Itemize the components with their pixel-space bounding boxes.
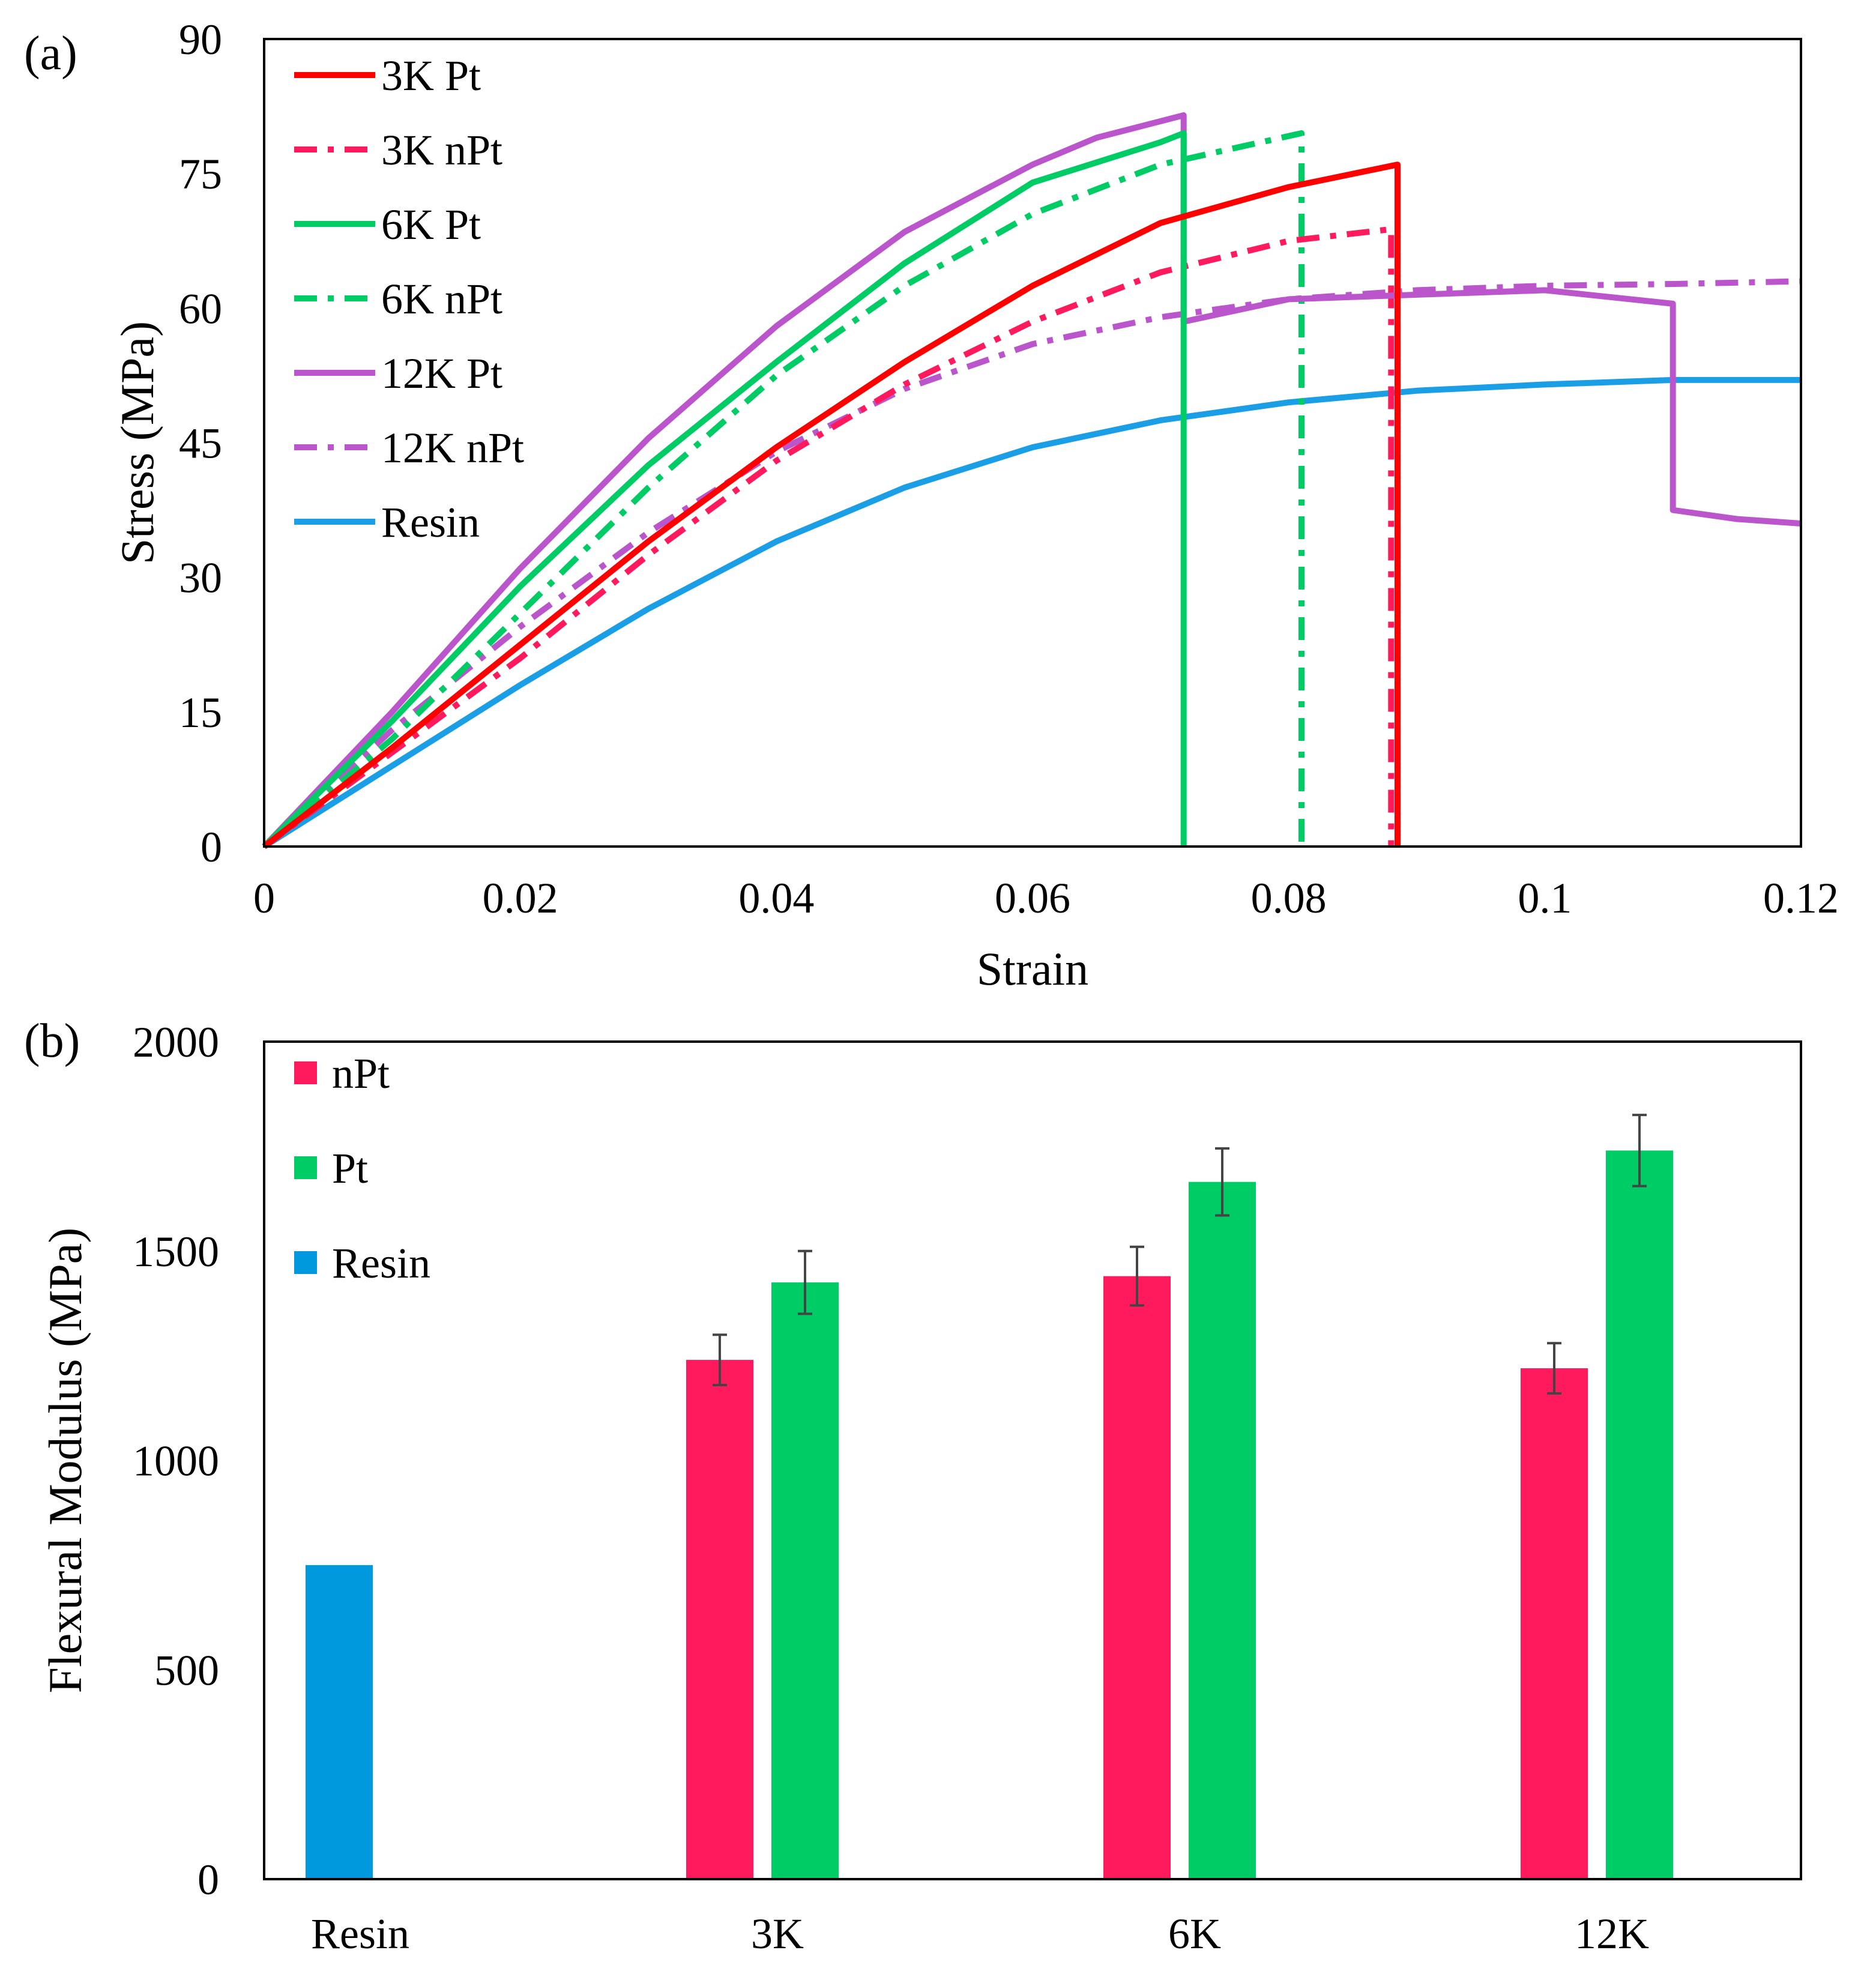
error-bar	[1215, 1147, 1229, 1217]
bar-npt-3k	[686, 1360, 753, 1879]
bar-pt-6k	[1189, 1182, 1256, 1879]
series-line-6k-npt	[262, 130, 1304, 849]
panel-b-x-tick-labels: Resin 3K 6K 12K	[311, 1910, 1649, 1958]
panel-b-y-tick-label: 0	[198, 1856, 219, 1904]
panel-b-legend: nPt Pt Resin	[294, 1049, 430, 1287]
bar-pt-3k	[771, 1282, 839, 1879]
panel-a-y-tick-label: 30	[179, 554, 222, 602]
bar-npt-6k	[1103, 1276, 1171, 1879]
panel-a-x-tick-label: 0.04	[738, 874, 814, 922]
legend-label: 6K Pt	[381, 201, 481, 249]
error-bar	[1632, 1114, 1647, 1188]
panel-b-x-tick-label: 6K	[1168, 1910, 1221, 1958]
panel-a-x-tick-label: 0.02	[483, 874, 558, 922]
legend-swatch	[294, 1061, 317, 1084]
legend-label: Resin	[381, 498, 480, 546]
panel-a-y-tick-label: 15	[179, 689, 222, 737]
panel-a-y-tick-labels: 0 15 30 45 60 75 90	[179, 16, 222, 871]
panel-a-x-tick-label: 0.08	[1251, 874, 1327, 922]
panel-a-x-tick-labels: 0 0.02 0.04 0.06 0.08 0.1 0.12	[253, 874, 1839, 922]
legend-label: 3K Pt	[381, 52, 481, 100]
legend-label: nPt	[332, 1049, 390, 1097]
panel-a-y-tick-label: 75	[179, 150, 222, 198]
panel-b-bars-group	[306, 1114, 1673, 1879]
legend-label: 12K Pt	[381, 349, 502, 397]
panel-b-x-tick-label: Resin	[311, 1910, 409, 1958]
panel-b-y-axis-title: Flexural Modulus (MPa)	[39, 1228, 91, 1694]
error-bar	[713, 1333, 727, 1386]
panel-a-x-axis-title: Strain	[977, 943, 1088, 995]
legend-swatch	[294, 1156, 317, 1179]
legend-label: Resin	[332, 1239, 430, 1287]
panel-b-x-tick-label: 12K	[1575, 1910, 1649, 1958]
series-line-6k-pt	[262, 130, 1187, 849]
panel-a-series-group	[262, 112, 1802, 850]
panel-b-y-tick-label: 500	[154, 1646, 219, 1694]
series-line-12k-pt	[262, 112, 1802, 849]
panel-a-stress-strain-chart: (a) 0 0.02 0.04 0.06 0.08 0.1 0.12 0 15 30 45 60 75…	[24, 16, 1839, 995]
panel-a-x-tick-label: 0.1	[1518, 874, 1572, 922]
series-line-3k-pt	[262, 161, 1401, 849]
panel-a-y-tick-label: 90	[179, 16, 222, 64]
panel-b-y-tick-labels: 0 500 1000 1500 2000	[133, 1018, 219, 1904]
legend-label: 6K nPt	[381, 275, 502, 323]
panel-b-label: (b)	[24, 1015, 80, 1067]
panel-a-x-tick-label: 0.06	[995, 874, 1070, 922]
panel-a-legend: 3K Pt 3K nPt 6K Pt 6K nPt 12K Pt 12K nPt Resin	[294, 52, 524, 546]
panel-b-y-tick-label: 1000	[133, 1437, 219, 1485]
bar-npt-12k	[1521, 1368, 1588, 1879]
error-bar	[798, 1249, 812, 1315]
series-line-resin	[262, 376, 1801, 850]
panel-b-y-tick-label: 2000	[133, 1018, 219, 1066]
panel-a-y-tick-label: 0	[201, 823, 222, 871]
panel-b-y-tick-label: 1500	[133, 1228, 219, 1276]
panel-a-y-tick-label: 60	[179, 285, 222, 333]
panel-a-plot-frame	[263, 38, 1802, 848]
error-bar	[1130, 1245, 1144, 1307]
series-line-3k-npt	[262, 226, 1395, 850]
panel-b-flexural-modulus-chart: (b) Resin 3K 6K 12K 0 500 1000 1500 2000 Flexur…	[24, 1015, 1802, 1958]
bar-pt-12k	[1606, 1150, 1673, 1879]
panel-a-x-tick-label: 0	[253, 874, 275, 922]
panel-a-y-axis-title: Stress (MPa)	[111, 321, 163, 564]
panel-a-label: (a)	[24, 27, 77, 80]
legend-label: 3K nPt	[381, 126, 502, 174]
error-bar	[1547, 1342, 1561, 1395]
panel-b-plot-frame	[263, 1040, 1802, 1880]
bar-resin-resin	[306, 1565, 373, 1879]
legend-swatch	[294, 1251, 317, 1274]
panel-a-x-tick-label: 0.12	[1763, 874, 1839, 922]
series-line-12k-npt	[262, 278, 1802, 849]
panel-a-y-tick-label: 45	[179, 420, 222, 468]
panel-b-x-tick-label: 3K	[751, 1910, 804, 1958]
legend-label: Pt	[332, 1144, 368, 1192]
legend-label: 12K nPt	[381, 424, 524, 472]
